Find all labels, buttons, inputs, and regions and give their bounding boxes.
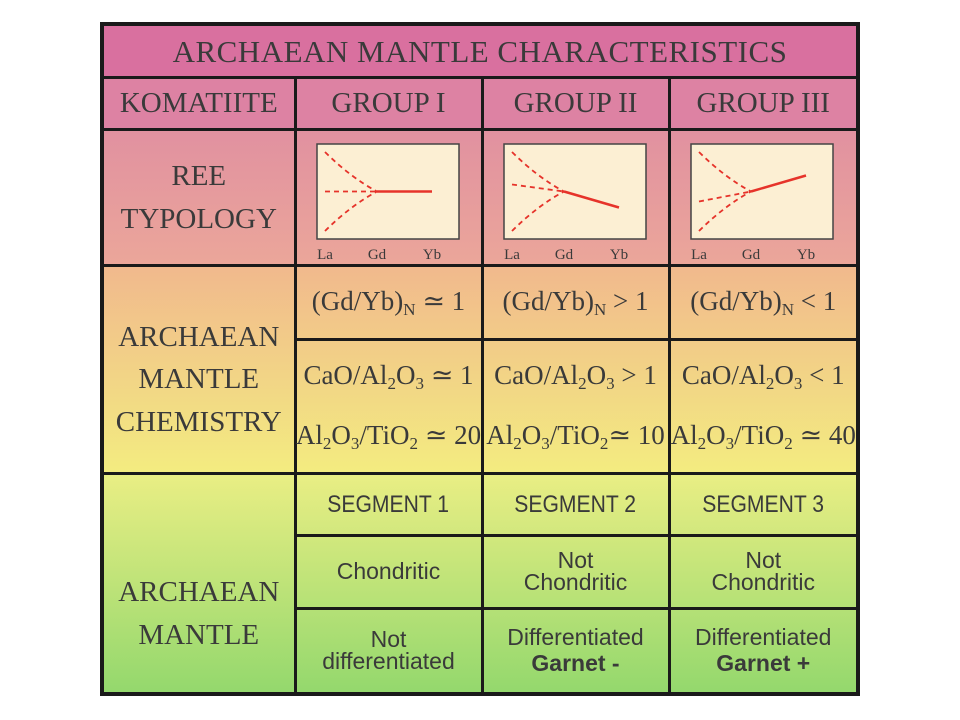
segment-3: SEGMENT 3 [670, 475, 856, 534]
cao-ratio: CaO/Al2O3 ≃ 1 [303, 359, 474, 393]
ree-axis-label: Gd [554, 247, 573, 263]
gdyb-relation: < 1 [800, 285, 837, 316]
ree-label-line-2: TYPOLOGY [120, 202, 277, 235]
ree-plot-group-3: La Gd Yb [670, 131, 856, 264]
al-ratio: Al2O3/TiO2≃ 10 [486, 419, 665, 453]
ree-axis-label: Yb [609, 247, 627, 263]
ree-plot-group-2: La Gd Yb [483, 131, 668, 264]
cao-ratio: CaO/Al2O3 > 1 [494, 359, 657, 393]
chem-label-line-2: MANTLE [138, 363, 260, 396]
ree-dashed-trend [699, 190, 752, 203]
chem-ratios-group-2: CaO/Al2O3 > 1 Al2O3/TiO2≃ 10 [483, 341, 668, 472]
ree-axis-label: La [317, 247, 333, 263]
ree-diagram: La Gd Yb [690, 143, 834, 263]
header-group-1: GROUP I [296, 79, 481, 128]
ree-axis-label: La [691, 247, 707, 263]
ree-axis-label: La [504, 247, 520, 263]
gdyb-relation: ≃ 1 [422, 285, 466, 316]
ree-solid-trend [750, 174, 807, 193]
mantle-label-line-1: ARCHAEAN [118, 576, 280, 609]
header-group-3: GROUP III [670, 79, 856, 128]
mantle-chemistry-label: ARCHAEAN MANTLE CHEMISTRY [104, 267, 294, 472]
table-title: ARCHAEAN MANTLE CHARACTERISTICS [104, 26, 856, 76]
gdyb-group-3: (Gd/Yb)N < 1 [670, 267, 856, 338]
ree-axis-label: Yb [422, 247, 440, 263]
ree-plot-group-1: La Gd Yb [296, 131, 481, 264]
ree-diagram: La Gd Yb [315, 143, 460, 263]
chem-ratios-group-1: CaO/Al2O3 ≃ 1 Al2O3/TiO2 ≃ 20 [295, 341, 482, 472]
segment-2: SEGMENT 2 [483, 475, 668, 534]
ree-label-line-1: REE [171, 160, 227, 193]
header-komatiite: KOMATIITE [104, 79, 294, 128]
ree-axis-label: Yb [797, 247, 815, 263]
ree-solid-trend [563, 190, 619, 209]
ree-plot-frame [690, 143, 834, 240]
ree-axis-label: Gd [367, 247, 386, 263]
differentiation-group-3: Differentiated Garnet + [670, 610, 856, 692]
cao-ratio: CaO/Al2O3 < 1 [681, 359, 845, 393]
gdyb-label: (Gd/Yb) [690, 285, 782, 316]
al-ratio: Al2O3/TiO2 ≃ 20 [295, 419, 482, 453]
ree-typology-label: REE TYPOLOGY [104, 131, 294, 264]
ree-dashed-trend [511, 183, 564, 193]
al-ratio: Al2O3/TiO2 ≃ 40 [670, 419, 856, 453]
ree-plot-frame [502, 143, 647, 240]
ree-axis-label: Gd [742, 247, 761, 263]
gdyb-group-1: (Gd/Yb)N ≃ 1 [296, 267, 481, 338]
header-group-2: GROUP II [483, 79, 668, 128]
chem-label-line-1: ARCHAEAN [118, 321, 280, 354]
segment-1: SEGMENT 1 [296, 475, 481, 534]
gdyb-relation: > 1 [613, 285, 649, 316]
gdyb-label: (Gd/Yb) [502, 285, 594, 316]
characteristics-table: ARCHAEAN MANTLE CHARACTERISTICS KOMATIIT… [100, 22, 860, 696]
chem-label-line-3: CHEMISTRY [115, 405, 282, 438]
gdyb-label: (Gd/Yb) [311, 285, 404, 316]
chondritic-group-3: Not Chondritic [670, 537, 856, 607]
differentiation-group-2: Differentiated Garnet - [483, 610, 668, 692]
ree-diagram: La Gd Yb [502, 143, 647, 263]
differentiation-group-1: Not differentiated [296, 610, 481, 692]
mantle-label-line-2: MANTLE [138, 618, 260, 651]
archaean-mantle-label: ARCHAEAN MANTLE [104, 475, 294, 692]
chondritic-group-1: Chondritic [296, 537, 481, 607]
chem-ratios-group-3: CaO/Al2O3 < 1 Al2O3/TiO2 ≃ 40 [670, 341, 856, 472]
chondritic-group-2: Not Chondritic [483, 537, 668, 607]
gdyb-group-2: (Gd/Yb)N > 1 [483, 267, 668, 338]
